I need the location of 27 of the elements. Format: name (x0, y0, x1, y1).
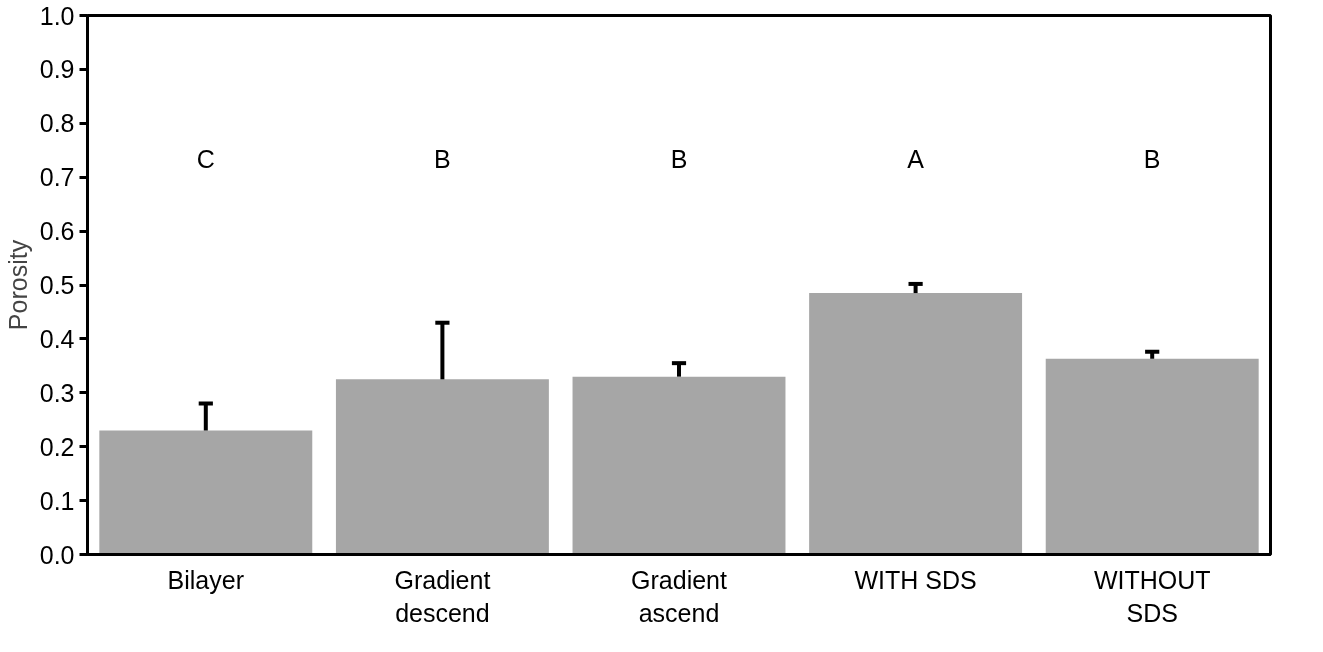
bar (99, 430, 313, 555)
bar (335, 379, 549, 555)
y-tick-label: 0.6 (39, 217, 75, 246)
x-tick-label: WITH SDS (854, 565, 977, 594)
y-tick-label: 0.8 (39, 109, 75, 138)
y-tick-label: 0.0 (39, 540, 75, 569)
bar (572, 376, 786, 555)
y-tick-label: 0.4 (39, 324, 75, 353)
x-tick-label: Gradient ascend (631, 565, 727, 628)
y-tick-label: 0.1 (39, 486, 75, 515)
y-tick-label: 1.0 (39, 1, 75, 30)
y-tick-label: 0.2 (39, 432, 75, 461)
annotation: A (907, 144, 925, 173)
y-axis-title: Porosity (3, 239, 32, 331)
bar (1045, 358, 1259, 555)
x-tick-label: WITHOUT SDS (1093, 565, 1211, 628)
y-tick-label: 0.5 (39, 271, 75, 299)
annotation: B (434, 144, 451, 173)
annotation: B (1143, 144, 1161, 173)
annotation: C (196, 144, 215, 173)
y-tick-label: 0.7 (39, 163, 75, 192)
y-tick-label: 0.9 (39, 55, 75, 84)
x-tick-label: Gradient descend (394, 565, 491, 628)
bar (809, 293, 1023, 555)
annotation: B (670, 144, 688, 173)
x-tick-label: Bilayer (167, 565, 245, 594)
y-tick-label: 0.3 (39, 378, 75, 407)
